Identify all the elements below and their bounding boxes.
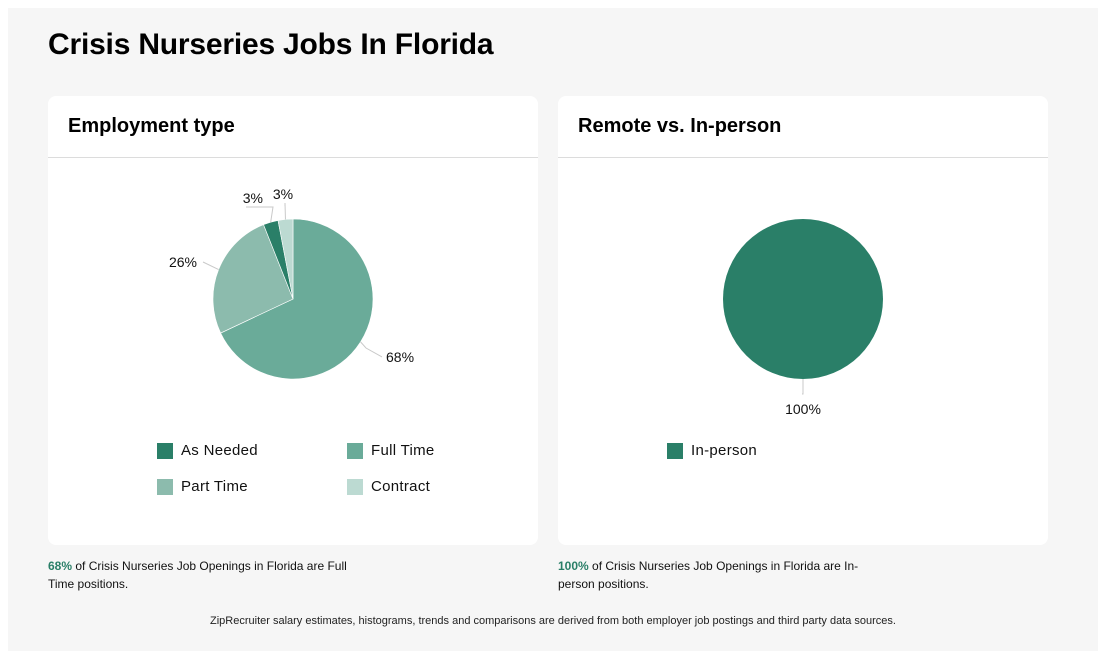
legend-label: Part Time bbox=[181, 478, 248, 495]
caption-percent: 100% bbox=[558, 559, 589, 573]
legend-item-contract: Contract bbox=[347, 478, 430, 495]
page-frame: Crisis Nurseries Jobs In Florida Employm… bbox=[8, 8, 1098, 651]
caption-percent: 68% bbox=[48, 559, 73, 573]
employment-type-pie-chart: 68% 26% 3% 3% bbox=[169, 186, 414, 380]
pie-data-label: 3% bbox=[273, 186, 293, 202]
legend-label: Contract bbox=[371, 478, 431, 495]
pie-label-leader bbox=[360, 341, 383, 358]
pie-label-leader bbox=[246, 206, 274, 223]
legend-swatch bbox=[157, 442, 173, 459]
page-title: Crisis Nurseries Jobs In Florida bbox=[48, 28, 494, 61]
remote-vs-inperson-card: Remote vs. In-person 100% In-person bbox=[558, 96, 1048, 545]
pie-slice-contract bbox=[277, 218, 294, 300]
card-title: Employment type bbox=[68, 115, 235, 137]
remote-caption: 100% of Crisis Nurseries Job Openings in… bbox=[558, 557, 878, 593]
pie-slice-full-time bbox=[220, 218, 374, 380]
legend-item-as-needed: As Needed bbox=[157, 442, 258, 459]
legend-item-full-time: Full Time bbox=[347, 442, 435, 459]
employment-type-caption: 68% of Crisis Nurseries Job Openings in … bbox=[48, 557, 368, 593]
legend-swatch bbox=[667, 442, 683, 459]
legend-label: In-person bbox=[691, 442, 758, 459]
employment-type-card: Employment type 68% 26% 3% 3% As Needed Full… bbox=[48, 96, 538, 545]
card-header: Employment type bbox=[48, 96, 538, 158]
legend-label: As Needed bbox=[181, 442, 258, 459]
legend-swatch bbox=[347, 442, 363, 459]
pie-label-leader bbox=[802, 379, 804, 395]
card-title: Remote vs. In-person bbox=[578, 115, 782, 137]
legend-swatch bbox=[157, 478, 173, 495]
legend-item-in-person: In-person bbox=[667, 442, 757, 459]
pie-data-label: 68% bbox=[386, 349, 414, 365]
remote-vs-inperson-pie-chart: 100% bbox=[723, 219, 883, 417]
pie-data-label: 26% bbox=[169, 254, 197, 270]
legend-item-part-time: Part Time bbox=[157, 478, 248, 495]
footer-disclaimer: ZipRecruiter salary estimates, histogram… bbox=[210, 615, 896, 627]
legend-label: Full Time bbox=[371, 442, 435, 459]
pie-data-label: 100% bbox=[785, 401, 821, 417]
caption-text: of Crisis Nurseries Job Openings in Flor… bbox=[48, 559, 347, 591]
legend-swatch bbox=[347, 478, 363, 495]
caption-text: of Crisis Nurseries Job Openings in Flor… bbox=[558, 559, 859, 591]
pie-data-label: 3% bbox=[243, 190, 263, 206]
pie-label-leader bbox=[202, 261, 219, 271]
pie-slice-in-person bbox=[723, 219, 883, 379]
card-header: Remote vs. In-person bbox=[558, 96, 1048, 158]
